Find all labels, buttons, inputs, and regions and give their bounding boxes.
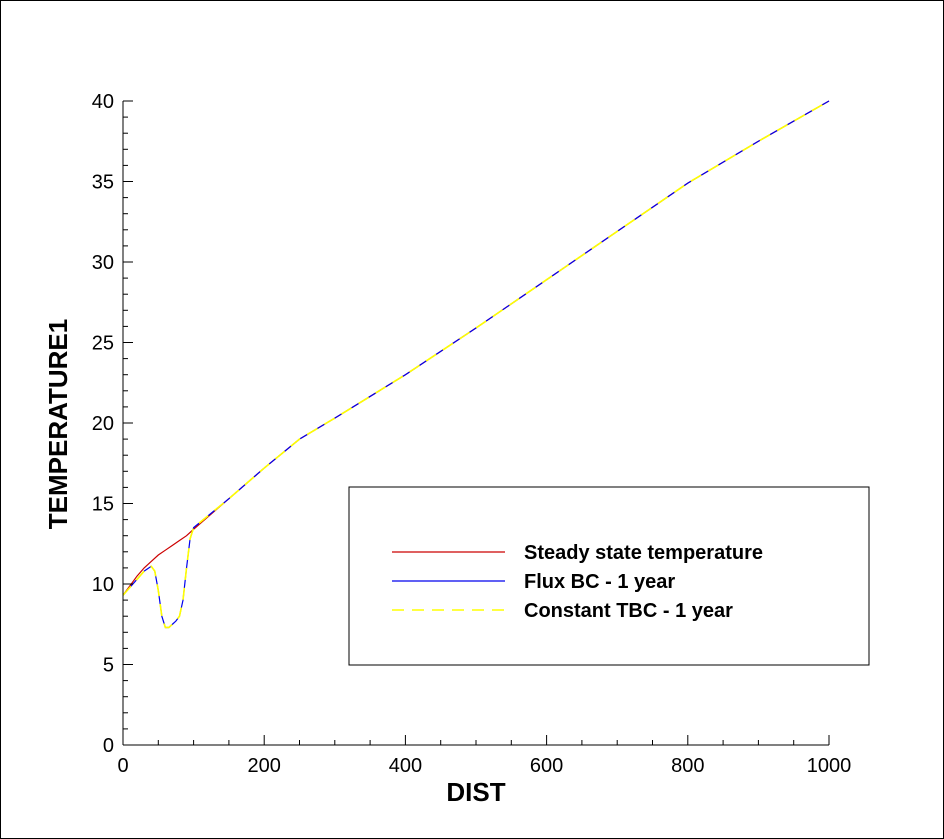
x-tick-label: 600 [530, 755, 563, 777]
y-tick-label: 5 [103, 655, 114, 677]
x-tick-label: 1000 [807, 755, 852, 777]
series-layer [122, 100, 830, 629]
x-tick-label: 400 [389, 755, 422, 777]
legend-label-1: Steady state temperature [524, 542, 763, 564]
y-tick-label: 0 [103, 735, 114, 757]
legend-box [348, 486, 870, 666]
y-tick-label: 20 [92, 413, 114, 435]
x-tick-label: 0 [117, 755, 128, 777]
y-axis-title: TEMPERATURE1 [43, 319, 73, 529]
y-tick-label: 15 [92, 494, 114, 516]
legend: Steady state temperature Flux BC - 1 year… [348, 486, 870, 666]
y-tick-label: 40 [92, 91, 114, 113]
legend-label-2: Flux BC - 1 year [524, 571, 675, 593]
x-tick-label: 800 [671, 755, 704, 777]
y-tick-label: 10 [92, 574, 114, 596]
series-line-3 [122, 100, 830, 629]
y-tick-label: 30 [92, 252, 114, 274]
axes-layer: 0 200 400 600 800 1000 0 5 10 15 20 25 30 35 40 [92, 91, 852, 777]
y-tick-label: 35 [92, 172, 114, 194]
y-tick-label: 25 [92, 333, 114, 355]
legend-label-3: Constant TBC - 1 year [524, 600, 733, 622]
x-axis-title: DIST [446, 777, 505, 807]
x-tick-label: 200 [248, 755, 281, 777]
